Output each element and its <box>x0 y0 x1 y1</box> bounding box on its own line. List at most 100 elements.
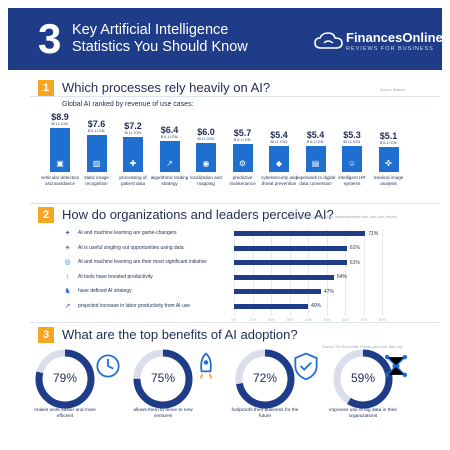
donut-value-label-0: 79% <box>52 371 78 385</box>
map-icon: ◉ <box>202 159 210 168</box>
bar-unit-label-6: BILLION <box>270 139 288 144</box>
section-1-divider <box>30 96 440 97</box>
bar-9 <box>378 147 399 172</box>
section-1-source: Source: Statista <box>380 88 405 92</box>
bar-unit-label-0: BILLION <box>51 122 69 127</box>
donut-slice-1 <box>133 349 193 409</box>
row-label-1: AI is useful singling out opportunities … <box>78 244 184 251</box>
donut-slice-3 <box>333 349 393 409</box>
row-label-2: AI and machine learning are their most s… <box>78 259 207 265</box>
donut-slice-2 <box>235 349 295 409</box>
bar-value-label-8: $5.3 <box>343 130 361 141</box>
bar-category-label-4: localization and mapping <box>190 175 222 186</box>
h-bar-value-label-4: 47% <box>323 288 334 295</box>
maintenance-icon: ⚙ <box>238 159 247 168</box>
x-tick-label-2: 20% <box>268 318 276 322</box>
bulb-icon: ☀ <box>64 244 71 252</box>
bar-value-label-1: $7.6 <box>87 118 106 129</box>
hr-icon: ☺ <box>347 159 357 168</box>
shield-check-icon <box>294 352 318 381</box>
section-2-divider-top <box>30 203 440 204</box>
section-3-source: Source: The Economist, Forbes, pwc.com, … <box>322 345 402 349</box>
bar-category-label-0: vehicular detection and avoidance <box>40 175 80 186</box>
shield-icon: ◆ <box>275 159 283 168</box>
header-banner: 3 Key Artificial Intelligence Statistics… <box>8 8 443 70</box>
page-title: Key Artificial Intelligence Statistics Y… <box>72 22 248 55</box>
donut-category-label-3: improves use of big data in their organi… <box>329 408 397 419</box>
bar-6 <box>269 145 289 172</box>
row-label-4: have defined AI strategy <box>78 288 132 294</box>
section-1-subtitle: Global AI ranked by revenue of use cases… <box>62 101 194 108</box>
brand-tagline: REVIEWS FOR BUSINESS <box>346 46 434 52</box>
patient-data-icon: ✚ <box>129 159 137 168</box>
bar-value-label-0: $8.9 <box>51 112 69 123</box>
donut-value-label-1: 75% <box>150 371 176 385</box>
growth-icon: ↗ <box>64 302 71 310</box>
donut-value-label-2: 72% <box>252 371 278 385</box>
donut-value-label-3: 59% <box>350 371 376 385</box>
gridline-8 <box>382 229 383 316</box>
rocket-icon <box>199 352 213 379</box>
row-label-5: projected increase in labor productivity… <box>78 302 190 309</box>
donut-gauge-2 <box>234 348 296 410</box>
clock-icon <box>96 354 120 378</box>
h-bar-value-label-2: 61% <box>349 259 360 266</box>
gridline-7 <box>363 229 365 316</box>
x-tick-label-0: 0% <box>231 318 237 322</box>
donut-svg-2 <box>235 349 295 409</box>
header-number: 3 <box>38 15 62 62</box>
x-tick-label-7: 70% <box>360 318 368 322</box>
car-icon: ▣ <box>56 159 64 168</box>
bar-unit-label-7: BILLION <box>307 139 324 144</box>
bar-category-label-1: static image recognition <box>84 175 109 186</box>
h-bar-0 <box>234 231 366 236</box>
donut-gauge-3 <box>332 348 394 410</box>
section-2-title: How do organizations and leaders perceiv… <box>62 207 334 222</box>
document-icon: ▤ <box>311 159 320 168</box>
bar-value-label-7: $5.4 <box>306 129 325 140</box>
bar-unit-label-8: BILLION <box>343 140 361 145</box>
gridline-3 <box>289 229 291 316</box>
bar-8 <box>342 146 362 172</box>
bar-unit-label-5: BILLION <box>234 138 251 143</box>
brand-name: FinancesOnline <box>346 30 443 45</box>
h-bar-4 <box>234 289 321 294</box>
row-label-0: AI and machine learning are game-changer… <box>78 230 177 236</box>
x-tick-label-6: 60% <box>342 318 350 322</box>
cloud-logo-icon <box>314 32 343 49</box>
h-bar-5 <box>234 303 308 309</box>
donut-svg-1 <box>133 349 193 409</box>
section-3-title: What are the top benefits of AI adoption… <box>62 327 298 342</box>
productivity-icon: ↑ <box>65 273 70 281</box>
bar-value-label-9: $5.1 <box>379 131 398 142</box>
h-bar-value-label-5: 40% <box>311 303 322 309</box>
trading-icon: ↗ <box>166 159 173 168</box>
bar-value-label-5: $5.7 <box>233 128 252 139</box>
bar-category-label-7: paperwork to digital data conversion <box>295 175 336 186</box>
medical-image-icon: ✜ <box>385 159 392 168</box>
bar-0 <box>50 128 70 172</box>
strategy-icon: ♞ <box>64 288 71 295</box>
x-tick-label-1: 10% <box>249 318 257 322</box>
section-1-title: Which processes rely heavily on AI? <box>62 80 271 95</box>
h-bar-2 <box>234 260 347 265</box>
gridline-2 <box>271 229 272 316</box>
bar-1 <box>86 134 107 172</box>
bar-3 <box>159 140 180 172</box>
bar-category-label-2: processing of patient data <box>119 175 147 186</box>
section-2-source: Sources: MemSQL, Accenture, narrativesci… <box>286 215 398 219</box>
donut-gauge-0 <box>34 348 96 410</box>
bar-unit-label-2: BILLION <box>124 130 142 135</box>
x-tick-label-4: 40% <box>305 318 313 322</box>
h-bar-1 <box>234 245 347 251</box>
donut-gauge-1 <box>132 348 194 410</box>
bar-unit-label-1: BILLION <box>88 128 105 133</box>
donut-category-label-1: allows them to move to new ventures <box>133 408 193 419</box>
bar-value-label-3: $6.4 <box>160 124 179 135</box>
x-tick-label-8: 80% <box>379 318 387 322</box>
donut-svg-0 <box>35 349 95 409</box>
x-tick-label-3: 30% <box>286 318 294 322</box>
bar-2 <box>123 136 143 172</box>
bar-7 <box>305 145 326 172</box>
section-1-number: 1 <box>38 80 54 96</box>
